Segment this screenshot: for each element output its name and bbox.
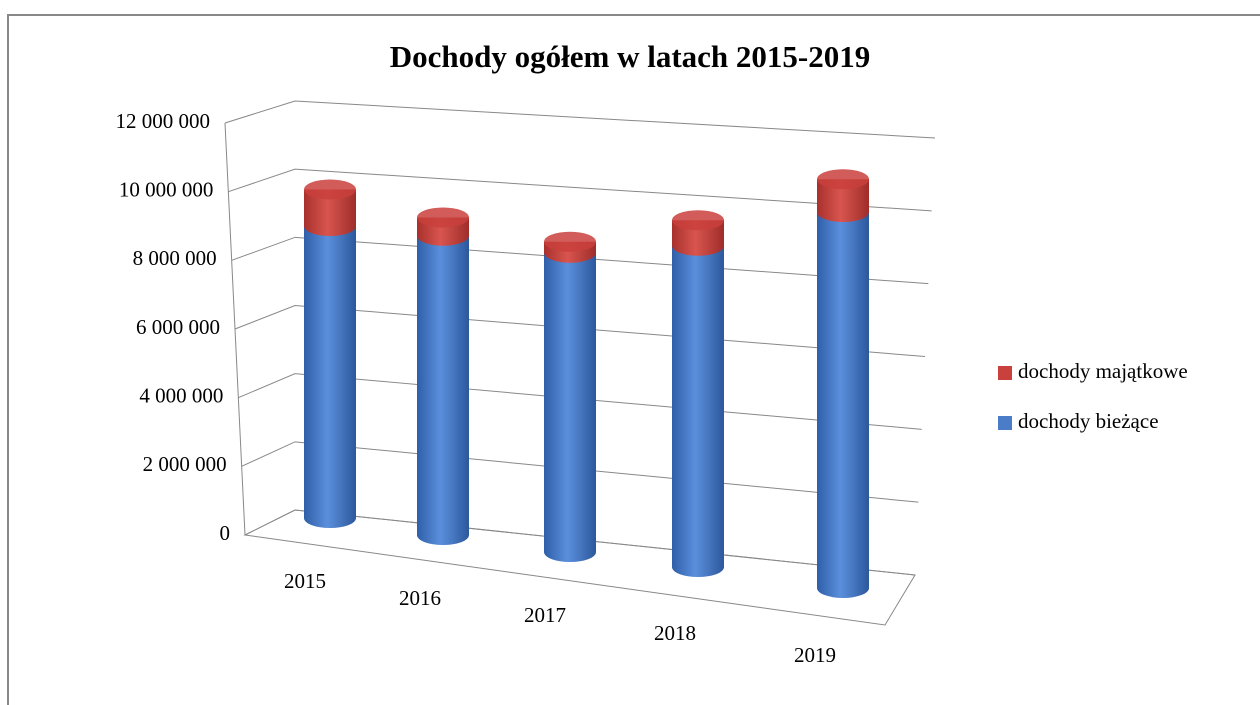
grid-line [224, 100, 936, 139]
chart-title: Dochody ogółem w latach 2015-2019 [390, 39, 870, 74]
legend-swatch [998, 416, 1012, 430]
x-tick-label: 2018 [654, 621, 696, 645]
x-tick-label: 2016 [399, 586, 441, 610]
bar [417, 235, 469, 545]
y-tick-label: 4 000 000 [139, 383, 223, 407]
bar [817, 179, 869, 223]
y-tick-label: 0 [220, 521, 231, 545]
bar-top [544, 231, 596, 252]
y-tick-label: 6 000 000 [136, 315, 220, 339]
legend-label: dochody majątkowe [1018, 359, 1188, 383]
bar [672, 220, 724, 256]
grid-line [228, 168, 932, 212]
bar-top [817, 169, 869, 190]
bar [304, 189, 356, 236]
bar [544, 252, 596, 562]
y-axis [224, 122, 246, 536]
legend-label: dochody bieżące [1018, 409, 1159, 433]
x-tick-label: 2017 [524, 603, 566, 627]
x-tick-label: 2019 [794, 643, 836, 667]
bar [672, 245, 724, 578]
bar-top [417, 207, 469, 228]
y-tick-label: 10 000 000 [119, 177, 214, 201]
bar [304, 226, 356, 528]
bar-top [304, 179, 356, 200]
y-tick-label: 2 000 000 [143, 452, 227, 476]
y-tick-label: 12 000 000 [116, 109, 211, 133]
x-tick-label: 2015 [284, 569, 326, 593]
y-tick-label: 8 000 000 [133, 246, 217, 270]
legend-swatch [998, 366, 1012, 380]
bar-top [672, 210, 724, 231]
frame [7, 14, 1260, 705]
bar [817, 212, 869, 598]
